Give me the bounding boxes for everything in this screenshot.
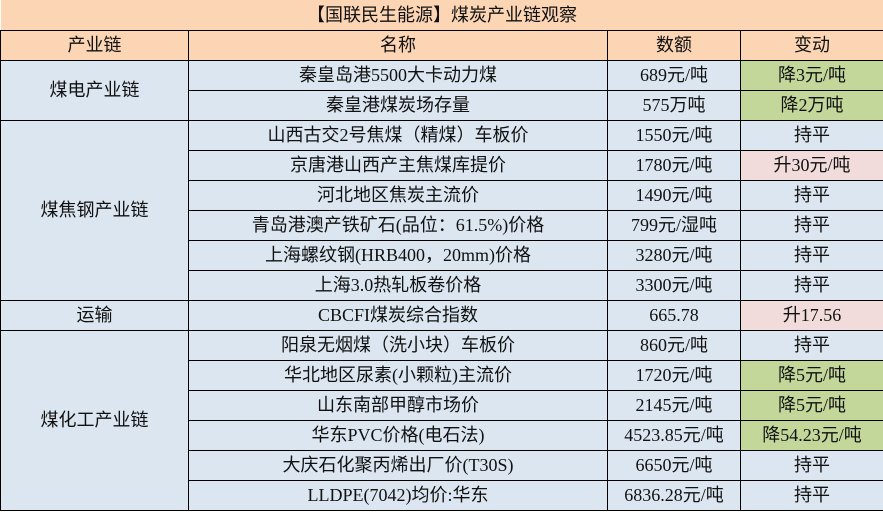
item-name-cell: 京唐港山西产主焦煤库提价 [188,150,608,181]
chain-group-cell: 煤化工产业链 [0,330,189,511]
item-name-cell: 阳泉无烟煤（洗小块）车板价 [188,330,608,361]
table-row: 华东PVC价格(电石法) 4523.85元/吨 降54.23元/吨 [1,420,883,451]
item-change-cell: 持平 [740,120,883,151]
item-value-cell: 3300元/吨 [607,270,741,301]
item-name-cell: 秦皇港煤炭场存量 [188,90,608,121]
item-change-cell: 升17.56 [740,300,883,331]
item-name-cell: 大庆石化聚丙烯出厂价(T30S) [188,450,608,481]
item-value-cell: 689元/吨 [607,60,741,91]
item-name-cell: 上海3.0热轧板卷价格 [188,270,608,301]
item-name-cell: 山东南部甲醇市场价 [188,390,608,421]
table-row: 煤电产业链 秦皇岛港5500大卡动力煤 689元/吨 降3元/吨 [0,60,883,121]
item-value-cell: 860元/吨 [607,330,741,361]
header-name: 名称 [188,30,608,61]
item-change-cell: 降5元/吨 [740,360,883,391]
table-row: 煤焦钢产业链 山西古交2号焦煤（精煤）车板价 1550元/吨 持平 [0,120,883,301]
item-change-cell: 降2万吨 [740,90,883,121]
item-name-cell: 华东PVC价格(电石法) [188,420,608,451]
chain-group-cell: 煤电产业链 [0,60,189,121]
item-name-cell: 华北地区尿素(小颗粒)主流价 [188,360,608,391]
title-row: 【国联民生能源】煤炭产业链观察 [0,0,883,31]
item-change-cell: 升30元/吨 [740,150,883,181]
coal-industry-chain-table: 【国联民生能源】煤炭产业链观察 产业链 名称 数额 变动 煤电产业链 秦皇岛港55… [0,0,883,511]
header-value: 数额 [607,30,741,61]
item-name-cell: 秦皇岛港5500大卡动力煤 [188,60,608,91]
item-change-cell: 持平 [740,480,883,511]
item-value-cell: 575万吨 [607,90,741,121]
item-value-cell: 665.78 [607,300,741,331]
item-change-cell: 持平 [740,180,883,211]
item-name-cell: LLDPE(7042)均价:华东 [188,480,608,511]
table-row: 山东南部甲醇市场价 2145元/吨 降5元/吨 [1,390,883,421]
item-change-cell: 降5元/吨 [740,390,883,421]
item-change-cell: 持平 [740,240,883,271]
item-value-cell: 799元/湿吨 [607,210,741,241]
table-row: 秦皇港煤炭场存量 575万吨 降2万吨 [1,90,883,121]
item-value-cell: 1720元/吨 [607,360,741,391]
table-row: 华北地区尿素(小颗粒)主流价 1720元/吨 降5元/吨 [1,360,883,391]
item-name-cell: 青岛港澳产铁矿石(品位：61.5%)价格 [188,210,608,241]
item-name-cell: CBCFI煤炭综合指数 [188,300,608,331]
item-value-cell: 1550元/吨 [607,120,741,151]
item-name-cell: 河北地区焦炭主流价 [188,180,608,211]
table-title: 【国联民生能源】煤炭产业链观察 [0,0,883,31]
table-row: 青岛港澳产铁矿石(品位：61.5%)价格 799元/湿吨 持平 [1,210,883,241]
table-row: 煤化工产业链 阳泉无烟煤（洗小块）车板价 860元/吨 持平 [0,330,883,511]
item-change-cell: 持平 [740,210,883,241]
item-value-cell: 2145元/吨 [607,390,741,421]
item-change-cell: 持平 [740,330,883,361]
table-row: 京唐港山西产主焦煤库提价 1780元/吨 升30元/吨 [1,150,883,181]
chain-group-cell: 运输 [0,300,189,331]
item-change-cell: 降3元/吨 [740,60,883,91]
item-change-cell: 降54.23元/吨 [740,420,883,451]
item-change-cell: 持平 [740,450,883,481]
item-name-cell: 上海螺纹钢(HRB400，20mm)价格 [188,240,608,271]
item-value-cell: 6836.28元/吨 [607,480,741,511]
item-value-cell: 1490元/吨 [607,180,741,211]
header-row: 产业链 名称 数额 变动 [0,30,883,61]
table-row: LLDPE(7042)均价:华东 6836.28元/吨 持平 [1,480,883,511]
item-value-cell: 1780元/吨 [607,150,741,181]
chain-group-cell: 煤焦钢产业链 [0,120,189,301]
item-change-cell: 持平 [740,270,883,301]
table-row: 河北地区焦炭主流价 1490元/吨 持平 [1,180,883,211]
header-chain: 产业链 [0,30,189,61]
header-change: 变动 [740,30,883,61]
table-row: 上海螺纹钢(HRB400，20mm)价格 3280元/吨 持平 [1,240,883,271]
item-value-cell: 6650元/吨 [607,450,741,481]
item-value-cell: 4523.85元/吨 [607,420,741,451]
item-value-cell: 3280元/吨 [607,240,741,271]
table-row: 上海3.0热轧板卷价格 3300元/吨 持平 [1,270,883,301]
item-name-cell: 山西古交2号焦煤（精煤）车板价 [188,120,608,151]
table-row: 运输 CBCFI煤炭综合指数 665.78 升17.56 [0,300,883,331]
